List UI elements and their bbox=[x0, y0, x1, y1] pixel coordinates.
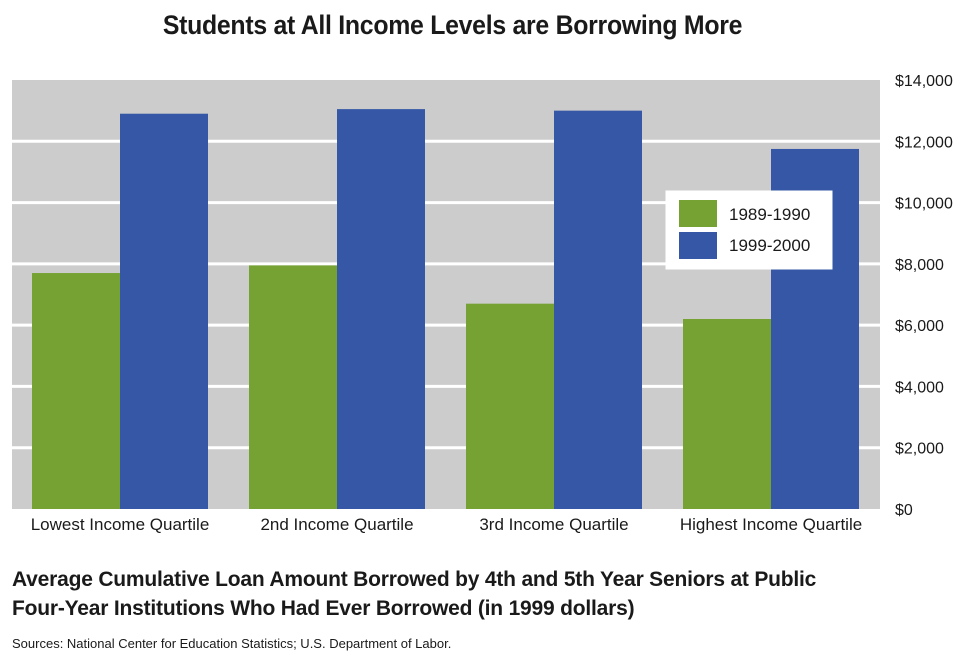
bars bbox=[32, 109, 859, 510]
bar-1989-1990-3 bbox=[466, 303, 554, 509]
legend-swatch-1999-2000 bbox=[679, 232, 717, 259]
bar-1989-1990-2 bbox=[249, 265, 337, 509]
y-tick-label: $12,000 bbox=[895, 134, 953, 151]
chart-title: Students at All Income Levels are Borrow… bbox=[162, 10, 743, 40]
y-tick-label: $2,000 bbox=[895, 441, 944, 458]
bar-chart: $0 $2,000 $4,000 $6,000 $8,000 $10,000 $12,000… bbox=[12, 73, 953, 534]
bar-1999-2000-1 bbox=[120, 113, 208, 509]
x-category-label: Highest Income Quartile bbox=[680, 515, 862, 534]
y-tick-label: $4,000 bbox=[895, 379, 944, 396]
x-category-label: 3rd Income Quartile bbox=[479, 515, 628, 534]
legend: 1989-1990 1999-2000 bbox=[665, 190, 833, 270]
y-tick-label: $10,000 bbox=[895, 196, 953, 213]
bar-1989-1990-4 bbox=[683, 319, 771, 509]
y-tick-label: $6,000 bbox=[895, 318, 944, 335]
caption-line-2: Four-Year Institutions Who Had Ever Borr… bbox=[12, 597, 635, 620]
y-axis-ticks: $0 $2,000 $4,000 $6,000 $8,000 $10,000 $12,000… bbox=[895, 73, 953, 519]
sources-note: Sources: National Center for Education S… bbox=[12, 636, 452, 651]
bar-1999-2000-3 bbox=[554, 110, 642, 510]
x-axis-categories: Lowest Income Quartile 2nd Income Quartil… bbox=[31, 515, 862, 534]
bar-1989-1990-1 bbox=[32, 273, 120, 509]
legend-swatch-1989-1990 bbox=[679, 200, 717, 227]
chart-caption: Average Cumulative Loan Amount Borrowed … bbox=[12, 565, 952, 623]
x-category-label: 2nd Income Quartile bbox=[260, 515, 413, 534]
y-tick-label: $0 bbox=[895, 502, 913, 519]
x-category-label: Lowest Income Quartile bbox=[31, 515, 210, 534]
legend-label-1999-2000: 1999-2000 bbox=[729, 236, 810, 255]
y-tick-label: $8,000 bbox=[895, 257, 944, 274]
y-tick-label: $14,000 bbox=[895, 73, 953, 90]
bar-1999-2000-2 bbox=[337, 109, 425, 509]
caption-line-1: Average Cumulative Loan Amount Borrowed … bbox=[12, 568, 817, 591]
legend-label-1989-1990: 1989-1990 bbox=[729, 205, 810, 224]
